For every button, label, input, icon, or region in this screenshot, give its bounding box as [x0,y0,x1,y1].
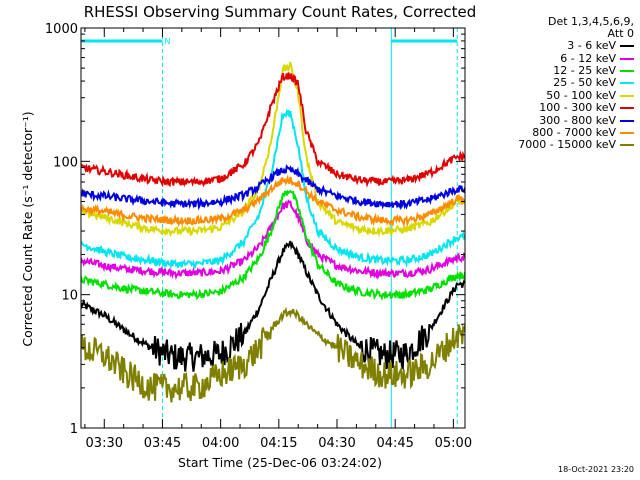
series-line [81,174,465,228]
plot-area: N 1 10 100 1000 03:30 03:45 04:00 04:15 04:30 04:4… [45,22,472,451]
x-tick-label: 05:00 [435,436,472,451]
legend-entries: 3 - 6 keV 6 - 12 keV 12 - 25 keV 25 - 50 ke… [480,40,634,152]
series-line [81,72,465,188]
legend-entry-label: 7000 - 15000 keV [518,138,616,152]
legend-entry-label: 100 - 300 keV [539,101,616,115]
legend-entry: 7000 - 15000 keV [480,139,634,151]
legend-swatch [620,107,634,110]
x-tick-label: 04:00 [202,436,239,451]
legend-swatch [620,57,634,60]
legend-swatch [620,82,634,85]
legend-entry: 6 - 12 keV [480,52,634,64]
generation-timestamp: 18-Oct-2021 23:20 [558,465,634,474]
legend-header-detectors: Det 1,3,4,5,6,9, [547,15,634,28]
x-tick-label: 04:45 [376,436,413,451]
y-tick-label: 100 [53,155,78,170]
x-tick-label: 03:30 [86,436,123,451]
series-line [81,240,465,372]
y-tick-label: 1000 [45,22,78,37]
series-line [81,189,465,301]
plot-frame [80,27,466,429]
legend-entry: 25 - 50 keV [480,77,634,89]
legend-entry: 300 - 800 keV [480,114,634,126]
legend-entry: 12 - 25 keV [480,63,634,77]
x-tick-label: 04:30 [318,436,355,451]
x-tick-label: 04:15 [260,436,297,451]
legend: Det 1,3,4,5,6,9, Att 0 3 - 6 keV 6 - 12 k… [480,16,634,152]
series-line [81,108,465,270]
legend-entry-label: 800 - 7000 keV [532,125,616,139]
legend-swatch [620,45,634,48]
legend-swatch [620,94,634,97]
series-line [81,199,465,281]
y-tick-label: 1 [70,422,78,437]
chart-title: RHESSI Observing Summary Count Rates, Co… [84,3,477,21]
series-line [81,306,465,403]
legend-entry-label: 50 - 100 keV [546,88,616,102]
legend-header-attenuator: Att 0 [607,27,634,40]
legend-swatch [620,69,634,72]
legend-swatch [620,119,634,122]
legend-entry: 100 - 300 keV [480,102,634,114]
y-axis-label: Corrected Count Rate (s⁻¹ detector⁻¹) [20,111,35,346]
legend-entry: 50 - 100 keV [480,88,634,102]
legend-entry: 800 - 7000 keV [480,125,634,139]
legend-swatch [620,144,634,147]
x-axis-label: Start Time (25-Dec-06 03:24:02) [178,455,382,470]
legend-entry-label: 3 - 6 keV [567,39,616,53]
legend-entry-label: 300 - 800 keV [539,113,616,127]
x-tick-label: 03:45 [144,436,181,451]
legend-swatch [620,131,634,134]
series-line [81,164,465,211]
legend-entry-label: 25 - 50 keV [553,76,616,90]
flag-label: N [164,37,170,46]
legend-entry: 3 - 6 keV [480,40,634,52]
series-line [81,61,465,238]
y-tick-label: 10 [61,289,78,304]
legend-entry-label: 6 - 12 keV [560,51,616,65]
legend-entry-label: 12 - 25 keV [553,63,616,77]
